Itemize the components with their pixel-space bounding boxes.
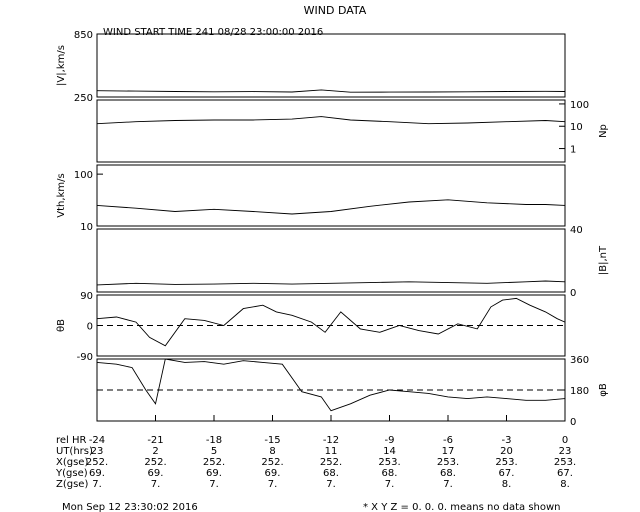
- table-cell: 252.: [144, 457, 166, 468]
- y-axis-label: Vth,km/s: [56, 173, 67, 217]
- table-cell: 11: [325, 446, 338, 457]
- table-cell: -12: [323, 435, 339, 446]
- y-axis-label: φB: [598, 383, 609, 397]
- panel-frame: [96, 164, 566, 227]
- series-bfield: [96, 280, 566, 286]
- table-cell: 69.: [265, 468, 281, 479]
- table-cell: -3: [502, 435, 512, 446]
- panel-phi: 360 180 0 φB: [96, 355, 609, 428]
- ephemeris-table: rel HR -24 -21 -18 -15 -12 -9 -6 -3 0UT(hrs)23 2 5 8…: [55, 435, 576, 490]
- table-cell: 68.: [323, 468, 339, 479]
- table-cell: 14: [383, 446, 396, 457]
- y-tick-label: 0: [87, 322, 93, 333]
- footer-note: * X Y Z = 0. 0. 0. means no data shown: [363, 502, 561, 512]
- table-cell: 8: [269, 446, 275, 457]
- table-cell: 253.: [495, 457, 517, 468]
- series-theta: [96, 297, 566, 347]
- table-cell: 8.: [560, 479, 570, 490]
- panel-theta: 90 0 -90 θB: [56, 291, 566, 363]
- y-tick-label: -90: [77, 352, 93, 363]
- y-axis-label: θB: [56, 319, 67, 332]
- table-cell: 17: [442, 446, 455, 457]
- table-row-label: Z(gse): [56, 479, 88, 490]
- panel-density: 100 10 1 Np: [96, 99, 609, 163]
- table-cell: 2: [152, 446, 158, 457]
- table-cell: 253.: [378, 457, 400, 468]
- footer-timestamp: Mon Sep 12 23:30:02 2016: [62, 502, 198, 512]
- y-axis-label: |B|,nT: [598, 245, 609, 275]
- table-cell: 68.: [440, 468, 456, 479]
- table-row-label: rel HR: [56, 435, 87, 446]
- table-cell: 67.: [499, 468, 515, 479]
- time-axis: [96, 415, 566, 421]
- y-tick-label: 40: [570, 225, 583, 236]
- table-cell: 252.: [261, 457, 283, 468]
- table-cell: -18: [206, 435, 222, 446]
- table-cell: 253.: [437, 457, 459, 468]
- y-tick-label: 90: [80, 291, 93, 302]
- table-cell: 5: [211, 446, 217, 457]
- series-density: [96, 116, 566, 125]
- table-cell: 7.: [92, 479, 102, 490]
- series-phi: [96, 358, 566, 412]
- panel-frame: [96, 228, 566, 293]
- panel-bfield: 40 0 |B|,nT: [96, 225, 609, 299]
- table-cell: 68.: [382, 468, 398, 479]
- y-tick-label: 10: [80, 222, 93, 233]
- table-cell: -21: [147, 435, 163, 446]
- table-cell: 0: [562, 435, 568, 446]
- y-tick-label: 10: [570, 122, 583, 133]
- series-thermal: [96, 199, 566, 215]
- panel-frame: [96, 33, 566, 98]
- table-cell: -24: [89, 435, 105, 446]
- table-cell: -9: [385, 435, 395, 446]
- table-cell: 8.: [502, 479, 512, 490]
- y-tick-label: 0: [570, 417, 576, 428]
- table-cell: -15: [264, 435, 280, 446]
- chart-subtitle: WIND START TIME 241 08/28 23:00:00 2016: [103, 27, 323, 38]
- table-cell: 7.: [268, 479, 278, 490]
- table-cell: 69.: [206, 468, 222, 479]
- y-tick-label: 360: [570, 355, 589, 366]
- series-speed: [96, 89, 566, 93]
- y-axis-label: |V|,km/s: [56, 45, 67, 86]
- panel-frame: [96, 99, 566, 163]
- y-tick-label: 850: [74, 30, 93, 41]
- y-tick-label: 250: [74, 93, 93, 104]
- table-row-label: X(gse): [56, 457, 88, 468]
- table-cell: 7.: [443, 479, 453, 490]
- table-cell: 253.: [554, 457, 576, 468]
- table-cell: 252.: [320, 457, 342, 468]
- y-tick-label: 180: [570, 386, 589, 397]
- table-cell: 7.: [385, 479, 395, 490]
- panel-speed: 850 250 |V|,km/s: [56, 30, 566, 104]
- chart-title: WIND DATA: [304, 4, 367, 17]
- table-row-label: UT(hrs): [56, 446, 93, 457]
- table-row-label: Y(gse): [55, 468, 88, 479]
- table-cell: 23: [559, 446, 572, 457]
- table-cell: 69.: [89, 468, 105, 479]
- panel-thermal: 100 10 Vth,km/s: [56, 164, 566, 233]
- table-cell: 7.: [151, 479, 161, 490]
- table-cell: 67.: [557, 468, 573, 479]
- table-cell: 20: [500, 446, 513, 457]
- y-tick-label: 1: [570, 145, 576, 156]
- table-cell: -6: [443, 435, 453, 446]
- table-cell: 252.: [86, 457, 108, 468]
- y-tick-label: 100: [570, 100, 589, 111]
- table-cell: 252.: [203, 457, 225, 468]
- y-tick-label: 0: [570, 288, 576, 299]
- panels: 850 250 |V|,km/s 100 10 1 Np 100 10 Vth,km/s 40 0 |B…: [56, 30, 609, 428]
- table-cell: 23: [91, 446, 104, 457]
- table-cell: 7.: [326, 479, 336, 490]
- table-cell: 7.: [209, 479, 219, 490]
- table-cell: 69.: [148, 468, 164, 479]
- y-axis-label: Np: [598, 124, 609, 138]
- y-tick-label: 100: [74, 170, 93, 181]
